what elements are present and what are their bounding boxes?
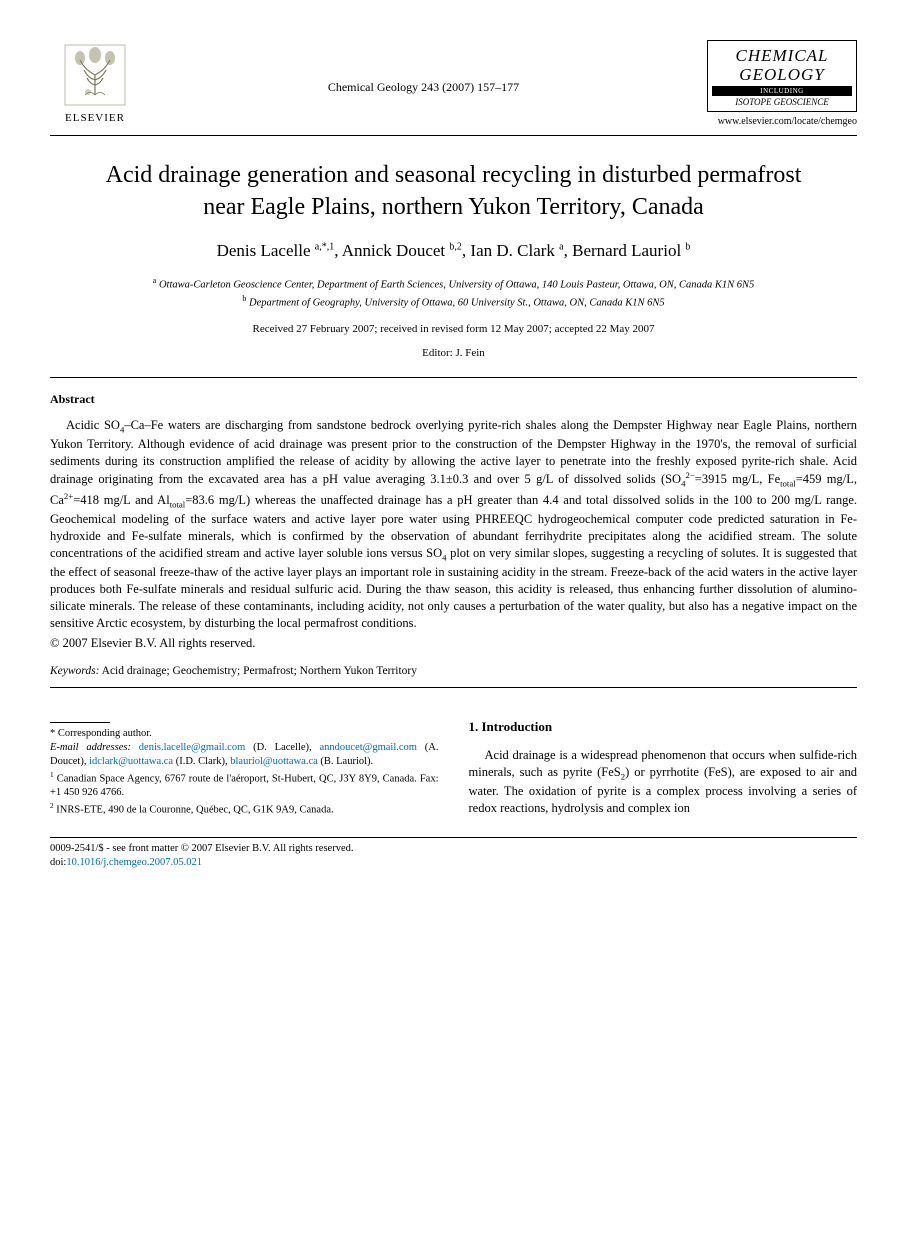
- footnotes: * Corresponding author. E-mail addresses…: [50, 727, 439, 817]
- isotope-including-bar: INCLUDING: [712, 86, 852, 96]
- affiliations: a Ottawa-Carleton Geoscience Center, Dep…: [50, 275, 857, 311]
- keywords-line: Keywords: Acid drainage; Geochemistry; P…: [50, 665, 857, 677]
- abstract-body: Acidic SO4–Ca–Fe waters are discharging …: [50, 417, 857, 632]
- doi-label: doi:: [50, 857, 66, 868]
- doi-link[interactable]: 10.1016/j.chemgeo.2007.05.021: [66, 857, 202, 868]
- journal-name: CHEMICAL GEOLOGY: [712, 47, 852, 84]
- abstract-top-rule: [50, 377, 857, 378]
- header-row: ELSEVIER Chemical Geology 243 (2007) 157…: [50, 40, 857, 127]
- publisher-logo: ELSEVIER: [50, 40, 140, 124]
- keywords-text: Acid drainage; Geochemistry; Permafrost;…: [99, 665, 417, 677]
- footnote-1: 1 Canadian Space Agency, 6767 route de l…: [50, 770, 439, 801]
- editor-line: Editor: J. Fein: [50, 347, 857, 359]
- page-bottom-rule: [50, 837, 857, 838]
- page-bottom-info: 0009-2541/$ - see front matter © 2007 El…: [50, 842, 857, 869]
- footnote-rule: [50, 722, 110, 723]
- article-dates: Received 27 February 2007; received in r…: [50, 323, 857, 335]
- footnote-2: 2 INRS-ETE, 490 de la Couronne, Québec, …: [50, 801, 439, 818]
- article-title: Acid drainage generation and seasonal re…: [90, 160, 817, 222]
- corresponding-author-note: * Corresponding author.: [50, 727, 439, 741]
- authors-line: Denis Lacelle a,*,1, Annick Doucet b,2, …: [50, 241, 857, 261]
- email-link[interactable]: anndoucet@gmail.com: [320, 742, 417, 753]
- right-column: 1. Introduction Acid drainage is a wides…: [469, 718, 858, 817]
- journal-branding: CHEMICAL GEOLOGY INCLUDING ISOTOPE GEOSC…: [707, 40, 857, 127]
- publisher-name: ELSEVIER: [65, 112, 125, 124]
- journal-reference: Chemical Geology 243 (2007) 157–177: [140, 80, 707, 95]
- elsevier-tree-icon: [60, 40, 130, 110]
- left-column: * Corresponding author. E-mail addresses…: [50, 718, 439, 817]
- issn-line: 0009-2541/$ - see front matter © 2007 El…: [50, 843, 353, 854]
- keywords-label: Keywords:: [50, 665, 99, 677]
- introduction-heading: 1. Introduction: [469, 718, 858, 736]
- email-addresses: E-mail addresses: denis.lacelle@gmail.co…: [50, 741, 439, 769]
- email-link[interactable]: denis.lacelle@gmail.com: [139, 742, 245, 753]
- email-link[interactable]: blauriol@uottawa.ca: [230, 756, 318, 767]
- email-link[interactable]: idclark@uottawa.ca: [89, 756, 173, 767]
- introduction-body: Acid drainage is a widespread phenomenon…: [469, 747, 858, 817]
- journal-url[interactable]: www.elsevier.com/locate/chemgeo: [707, 116, 857, 127]
- top-rule: [50, 135, 857, 136]
- abstract-heading: Abstract: [50, 392, 857, 407]
- abstract-copyright: © 2007 Elsevier B.V. All rights reserved…: [50, 636, 857, 651]
- isotope-subtitle: ISOTOPE GEOSCIENCE: [712, 97, 852, 107]
- abstract-bottom-rule: [50, 687, 857, 688]
